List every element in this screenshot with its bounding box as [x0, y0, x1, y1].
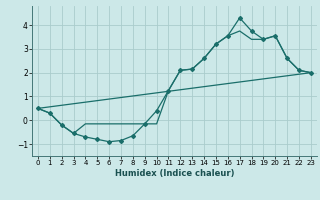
X-axis label: Humidex (Indice chaleur): Humidex (Indice chaleur) — [115, 169, 234, 178]
